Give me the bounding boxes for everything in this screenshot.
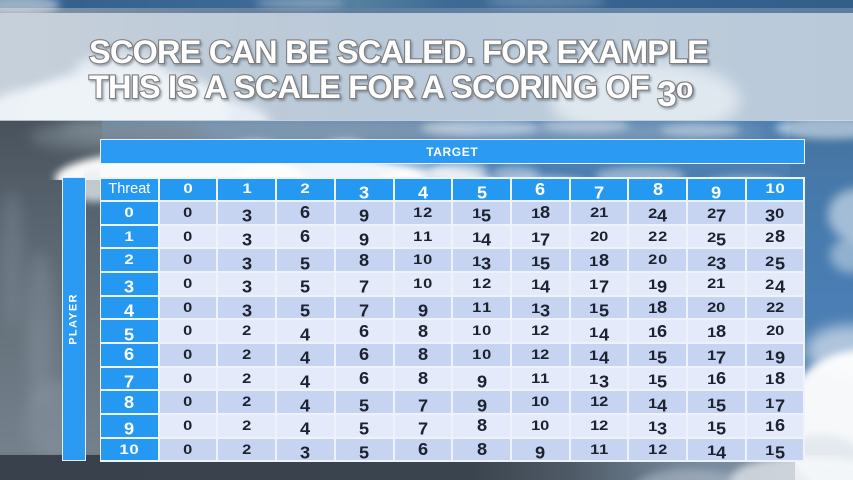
svg-text:THIS IS A SCALE FOR A SCORING: THIS IS A SCALE FOR A SCORING OF 30 bbox=[89, 69, 693, 114]
svg-text:SCORE CAN BE SCALED. FOR EXAMP: SCORE CAN BE SCALED. FOR EXAMPLE bbox=[89, 34, 708, 70]
